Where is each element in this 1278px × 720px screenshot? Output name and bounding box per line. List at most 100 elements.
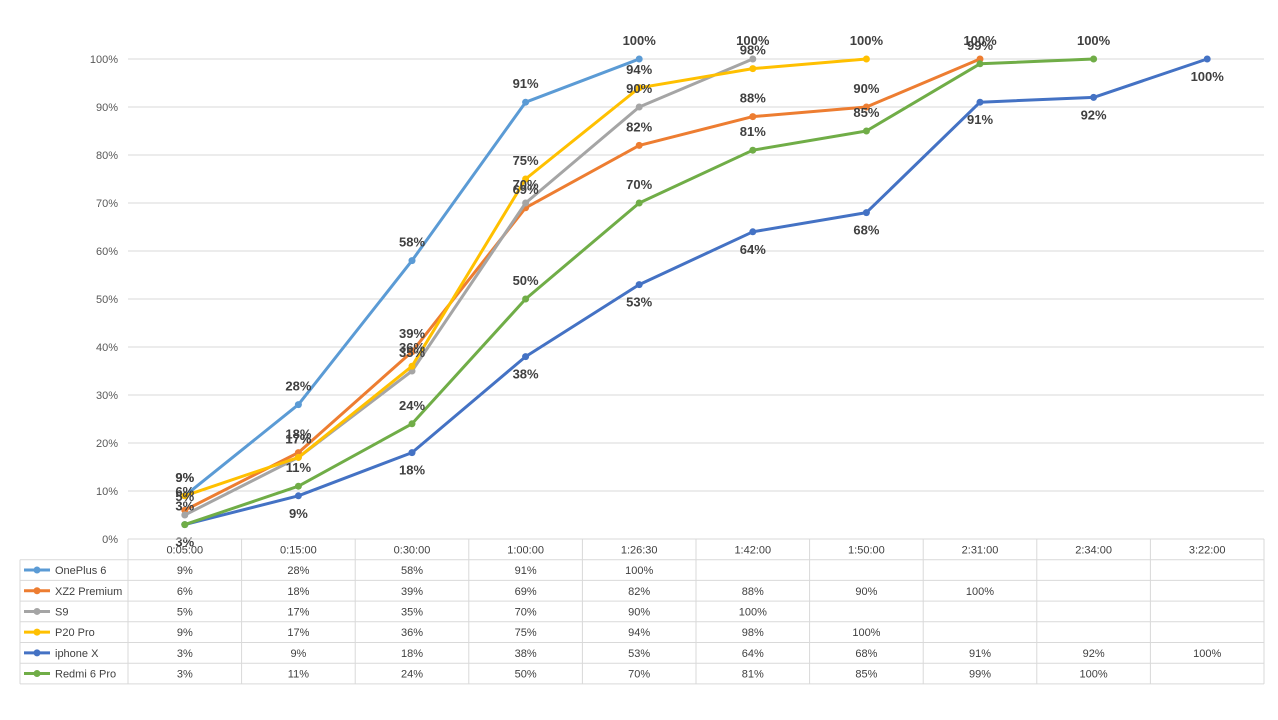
data-label: 70%: [626, 177, 652, 192]
data-label: 9%: [175, 470, 194, 485]
x-tick-label: 1:00:00: [507, 544, 544, 556]
data-label: 82%: [626, 119, 652, 134]
data-label: 9%: [175, 470, 194, 485]
data-label: 100%: [623, 33, 657, 48]
y-tick-label: 60%: [96, 246, 118, 258]
data-label: 3%: [175, 499, 194, 514]
data-label: 85%: [853, 105, 879, 120]
data-label: 18%: [285, 427, 311, 442]
table-cell: 100%: [739, 606, 767, 618]
data-label: 17%: [285, 431, 311, 446]
legend-label: XZ2 Premium: [55, 586, 122, 598]
data-label: 3%: [175, 535, 194, 550]
data-point: [749, 55, 757, 63]
table-cell: 28%: [287, 565, 309, 577]
data-label: 11%: [286, 460, 312, 475]
table-cell: 35%: [401, 606, 423, 618]
data-point: [1090, 55, 1098, 63]
data-point: [862, 55, 870, 63]
data-label: 5%: [175, 489, 194, 504]
data-point: [635, 55, 643, 63]
table-cell: 64%: [742, 648, 764, 660]
data-point: [749, 228, 757, 236]
data-point: [522, 98, 530, 106]
data-point: [862, 103, 870, 111]
table-cell: 85%: [855, 669, 877, 681]
table-cell: 70%: [628, 669, 650, 681]
x-tick-label: 1:50:00: [848, 544, 885, 556]
data-point: [749, 65, 757, 73]
data-point: [408, 348, 416, 356]
table-cell: 100%: [1080, 669, 1108, 681]
table-cell: 58%: [401, 565, 423, 577]
table-cell: 39%: [401, 586, 423, 598]
table-cell: 3%: [177, 669, 193, 681]
data-point: [408, 420, 416, 428]
data-label: 90%: [853, 81, 879, 96]
legend-key-marker: [33, 566, 41, 574]
data-point: [408, 362, 416, 370]
table-cell: 92%: [1083, 648, 1105, 660]
table-cell: 53%: [628, 648, 650, 660]
data-point: [635, 281, 643, 289]
data-point: [181, 511, 189, 519]
table-cell: 99%: [969, 669, 991, 681]
data-label: 92%: [1081, 107, 1107, 122]
table-cell: 6%: [177, 586, 193, 598]
data-label: 100%: [963, 33, 997, 48]
data-label: 70%: [513, 177, 539, 192]
y-tick-label: 70%: [96, 198, 118, 210]
table-cell: 91%: [515, 565, 537, 577]
table-cell: 81%: [742, 669, 764, 681]
data-label: 28%: [285, 379, 311, 394]
table-cell: 82%: [628, 586, 650, 598]
x-tick-label: 0:05:00: [166, 544, 203, 556]
table-cell: 5%: [177, 606, 193, 618]
data-label: 88%: [740, 91, 766, 106]
data-label: 64%: [740, 242, 766, 257]
data-label: 18%: [399, 463, 425, 478]
legend-label: S9: [55, 606, 68, 618]
data-label: 94%: [626, 62, 652, 77]
x-tick-label: 2:31:00: [962, 544, 999, 556]
legend-key-marker: [33, 628, 41, 636]
data-label: 35%: [399, 345, 425, 360]
data-point: [181, 521, 189, 529]
series-lines: [181, 55, 1211, 529]
table-cell: 90%: [628, 606, 650, 618]
y-tick-label: 80%: [96, 150, 118, 162]
table-cell: 75%: [515, 627, 537, 639]
data-label: 75%: [513, 153, 539, 168]
table-cell: 69%: [515, 586, 537, 598]
y-tick-label: 40%: [96, 342, 118, 354]
data-point: [1203, 55, 1211, 63]
data-point: [635, 84, 643, 92]
data-point: [522, 353, 530, 361]
data-point: [294, 482, 302, 490]
legend-key-marker: [33, 649, 41, 657]
table-cell: 68%: [855, 648, 877, 660]
legend-key-marker: [33, 670, 41, 678]
y-axis-ticks: 0% 10% 20% 30% 40% 50% 60% 70% 80% 90% 100%: [90, 54, 118, 546]
data-label: 91%: [967, 112, 993, 127]
data-label: 100%: [1077, 33, 1111, 48]
data-label: 98%: [740, 43, 766, 58]
legend-label: iphone X: [55, 648, 99, 660]
table-cell: 9%: [290, 648, 306, 660]
x-tick-label: 0:30:00: [394, 544, 431, 556]
y-tick-label: 50%: [96, 294, 118, 306]
data-label: 69%: [513, 182, 539, 197]
table-cell: 88%: [742, 586, 764, 598]
table-cell: 91%: [969, 648, 991, 660]
data-point: [408, 449, 416, 457]
data-point: [976, 55, 984, 63]
legend-key-marker: [33, 607, 41, 615]
x-tick-label: 0:15:00: [280, 544, 317, 556]
data-point: [294, 492, 302, 500]
y-tick-label: 10%: [96, 486, 118, 498]
data-point: [635, 103, 643, 111]
data-point: [181, 492, 189, 500]
series-line: [183, 57, 755, 517]
data-point: [522, 295, 530, 303]
